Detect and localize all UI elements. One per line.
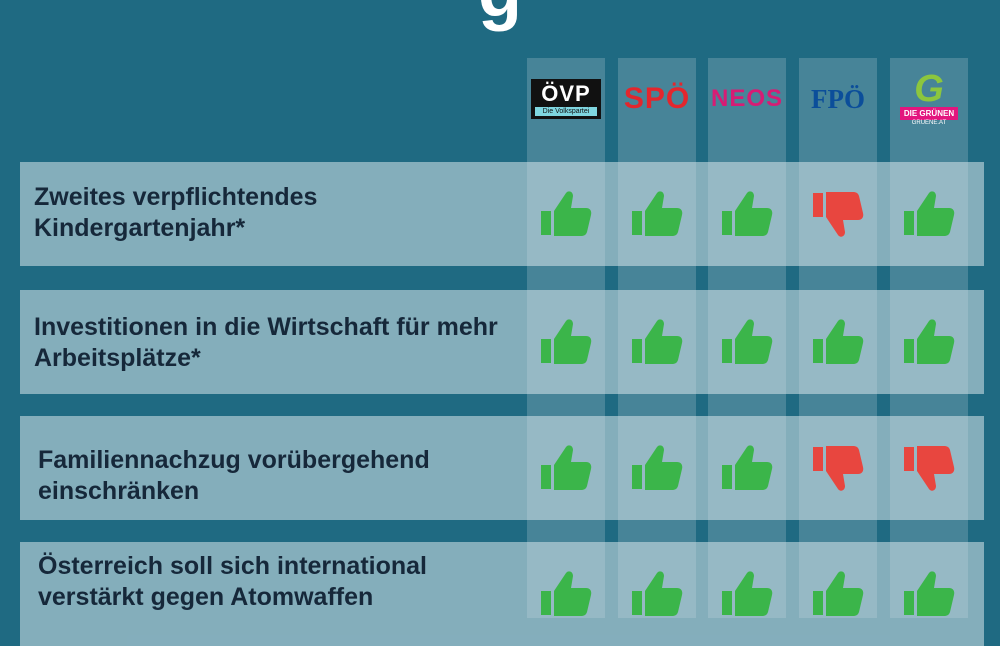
thumbs-up-icon	[632, 191, 683, 236]
gruene-logo-url: GRUENE.AT	[911, 120, 947, 126]
thumbs-up-icon	[541, 571, 592, 616]
thumbs-up-icon	[813, 571, 864, 616]
thumbs-up-icon	[541, 191, 592, 236]
thumbs-up-icon	[632, 445, 683, 490]
page-title: g	[0, 0, 1000, 28]
vote-cell-spo	[618, 290, 696, 394]
vote-cell-gruene	[890, 416, 968, 520]
vote-cell-fpo	[799, 162, 877, 266]
thumbs-up-icon	[722, 445, 773, 490]
table-row	[20, 290, 984, 394]
thumbs-up-icon	[722, 571, 773, 616]
vote-cell-ovp	[527, 162, 605, 266]
row-label: Zweites verpflichtendes Kindergartenjahr…	[34, 183, 318, 242]
neos-logo-name: NEOS	[710, 85, 783, 112]
gruene-logo-name: DIE GRÜNEN	[899, 107, 959, 120]
thumbs-up-icon	[722, 319, 773, 364]
vote-cell-neos	[708, 542, 786, 646]
thumbs-down-icon	[813, 192, 864, 237]
vote-cell-gruene	[890, 542, 968, 646]
ovp-logo: ÖVP Die Volkspartei	[527, 64, 605, 134]
thumbs-up-icon	[904, 319, 955, 364]
vote-cell-spo	[618, 542, 696, 646]
gruene-logo: G DIE GRÜNEN GRUENE.AT	[890, 64, 968, 134]
row-label: Österreich soll sich international verst…	[38, 552, 428, 611]
vote-cell-spo	[618, 162, 696, 266]
vote-cell-fpo	[799, 290, 877, 394]
thumbs-up-icon	[813, 319, 864, 364]
gruene-logo-mark: G	[914, 68, 944, 110]
spo-logo-name: SPÖ	[623, 82, 691, 115]
vote-cell-neos	[708, 416, 786, 520]
vote-cell-ovp	[527, 542, 605, 646]
vote-cell-neos	[708, 162, 786, 266]
thumbs-up-icon	[632, 319, 683, 364]
ovp-logo-tagline: Die Volkspartei	[535, 107, 597, 116]
vote-cell-ovp	[527, 416, 605, 520]
ovp-logo-name: ÖVP	[541, 81, 591, 106]
thumbs-up-icon	[904, 571, 955, 616]
thumbs-down-icon	[813, 446, 864, 491]
vote-cell-neos	[708, 290, 786, 394]
vote-cell-gruene	[890, 290, 968, 394]
thumbs-down-icon	[904, 446, 955, 491]
thumbs-up-icon	[632, 571, 683, 616]
table-row	[20, 162, 984, 266]
fpo-logo-name: FPÖ	[811, 83, 865, 114]
vote-cell-ovp	[527, 290, 605, 394]
vote-cell-gruene	[890, 162, 968, 266]
row-label: Investitionen in die Wirtschaft für mehr…	[34, 313, 498, 372]
thumbs-up-icon	[722, 191, 773, 236]
vote-cell-fpo	[799, 416, 877, 520]
thumbs-up-icon	[541, 319, 592, 364]
spo-logo: SPÖ	[618, 64, 696, 134]
vote-cell-spo	[618, 416, 696, 520]
table-row	[20, 416, 984, 520]
vote-cell-fpo	[799, 542, 877, 646]
thumbs-up-icon	[904, 191, 955, 236]
neos-logo: NEOS	[708, 64, 786, 134]
row-label: Familiennachzug vorübergehend einschränk…	[38, 446, 430, 505]
thumbs-up-icon	[541, 445, 592, 490]
fpo-logo: FPÖ	[799, 64, 877, 134]
